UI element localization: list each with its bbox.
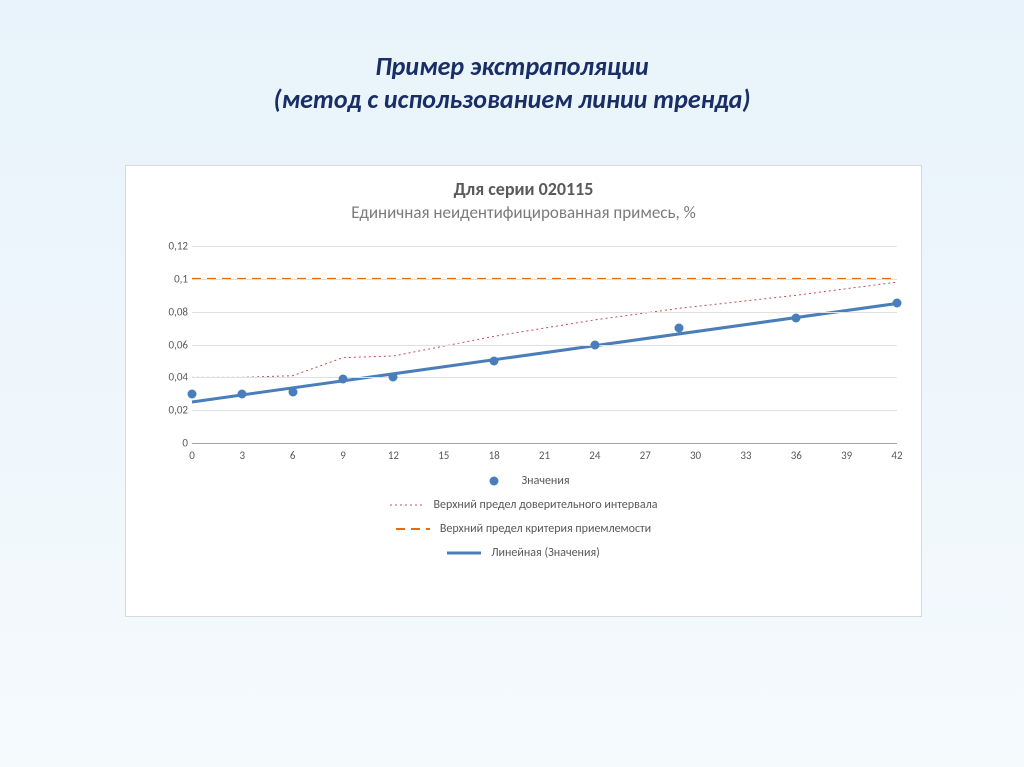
legend-swatch-limit bbox=[396, 522, 430, 536]
data-marker bbox=[674, 324, 683, 333]
y-tick-label: 0,02 bbox=[148, 404, 188, 417]
y-tick-label: 0,08 bbox=[148, 305, 188, 318]
slide: Пример экстраполяции (метод с использова… bbox=[0, 0, 1024, 767]
legend-item-upper-ci: Верхний предел доверительного интервала bbox=[390, 498, 658, 512]
legend-item-trend: Линейная (Значения) bbox=[447, 546, 600, 560]
slide-title: Пример экстраполяции (метод с использова… bbox=[0, 0, 1024, 115]
x-tick-label: 0 bbox=[189, 449, 195, 462]
x-tick-label: 18 bbox=[489, 449, 500, 462]
legend-label-limit: Верхний предел критерия приемлемости bbox=[440, 522, 651, 536]
x-tick-label: 36 bbox=[791, 449, 802, 462]
x-tick-label: 3 bbox=[240, 449, 246, 462]
data-marker bbox=[490, 356, 499, 365]
plot-area: 00,020,040,060,080,10,120369121518212427… bbox=[192, 246, 897, 444]
legend-item-limit: Верхний предел критерия приемлемости bbox=[396, 522, 651, 536]
y-tick-label: 0,04 bbox=[148, 371, 188, 384]
legend-label-trend: Линейная (Значения) bbox=[491, 546, 600, 560]
gridline bbox=[192, 345, 897, 346]
y-tick-label: 0 bbox=[148, 437, 188, 450]
y-tick-label: 0,1 bbox=[148, 272, 188, 285]
data-marker bbox=[238, 389, 247, 398]
gridline bbox=[192, 410, 897, 411]
x-tick-label: 12 bbox=[388, 449, 399, 462]
data-marker bbox=[590, 340, 599, 349]
legend-swatch-trend bbox=[447, 546, 481, 560]
data-marker bbox=[188, 389, 197, 398]
data-marker bbox=[339, 374, 348, 383]
title-line-1: Пример экстраполяции bbox=[375, 50, 648, 82]
x-tick-label: 33 bbox=[740, 449, 751, 462]
x-tick-label: 42 bbox=[891, 449, 902, 462]
x-tick-label: 27 bbox=[640, 449, 651, 462]
gridline bbox=[192, 279, 897, 280]
legend-label-values: Значения bbox=[521, 474, 569, 488]
gridline bbox=[192, 312, 897, 313]
chart-title: Для серии 020115 bbox=[126, 178, 921, 200]
chart-container: Для серии 020115 Единичная неидентифицир… bbox=[125, 165, 922, 617]
x-tick-label: 24 bbox=[589, 449, 600, 462]
legend: Значения Верхний предел доверительного и… bbox=[126, 474, 921, 560]
x-tick-label: 15 bbox=[438, 449, 449, 462]
data-marker bbox=[288, 388, 297, 397]
gridline bbox=[192, 246, 897, 247]
data-marker bbox=[792, 314, 801, 323]
x-tick-label: 21 bbox=[539, 449, 550, 462]
x-tick-label: 39 bbox=[841, 449, 852, 462]
x-tick-label: 30 bbox=[690, 449, 701, 462]
gridline bbox=[192, 377, 897, 378]
data-marker bbox=[389, 373, 398, 382]
title-line-2: (метод с использованием линии тренда) bbox=[274, 83, 751, 115]
x-tick-label: 9 bbox=[340, 449, 346, 462]
chart-subtitle: Единичная неидентифицированная примесь, … bbox=[126, 202, 921, 223]
y-tick-label: 0,12 bbox=[148, 240, 188, 253]
x-tick-label: 6 bbox=[290, 449, 296, 462]
legend-item-values: Значения bbox=[477, 474, 569, 488]
legend-label-upper-ci: Верхний предел доверительного интервала bbox=[434, 498, 658, 512]
y-tick-label: 0,06 bbox=[148, 338, 188, 351]
legend-swatch-upper-ci bbox=[390, 498, 424, 512]
legend-swatch-values bbox=[477, 474, 511, 488]
data-marker bbox=[893, 299, 902, 308]
